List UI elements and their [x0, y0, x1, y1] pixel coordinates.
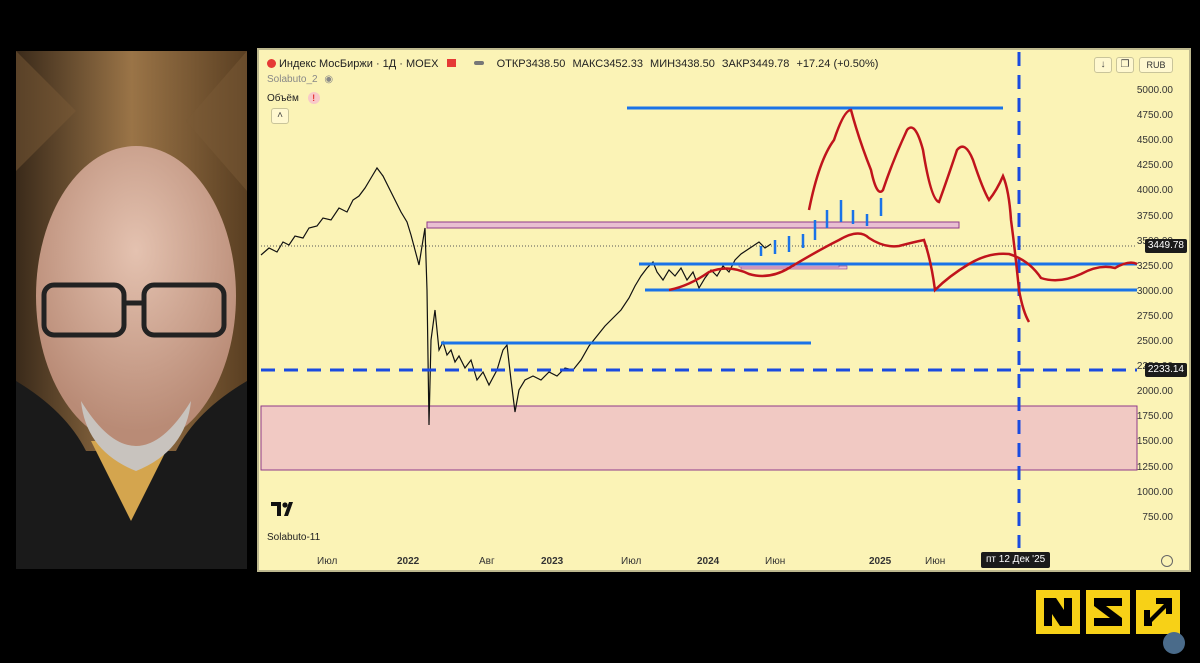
- warning-icon[interactable]: !: [307, 92, 320, 104]
- tradingview-logo-icon: [271, 502, 293, 516]
- price-axis-tick: 3250.00: [1136, 260, 1173, 272]
- price-axis-tick: 4000.00: [1136, 185, 1173, 197]
- tradingview-logo: [271, 502, 297, 519]
- logo-arrow-icon: [1136, 590, 1180, 634]
- ohlc-high: МАКС3452.33: [572, 58, 643, 70]
- time-axis-tick: Июл: [317, 556, 338, 567]
- ohlc-change: +17.24 (+0.50%): [796, 58, 879, 70]
- price-axis-tick: 1000.00: [1136, 486, 1173, 498]
- time-axis-tick: Июн: [765, 556, 786, 567]
- fullscreen-icon: ❐: [1120, 59, 1130, 70]
- download-icon: ↓: [1100, 59, 1106, 70]
- time-axis-tick: 2025: [869, 556, 892, 567]
- price-axis-tick: 4500.00: [1136, 135, 1173, 147]
- price-axis-tick: 2000.00: [1136, 386, 1173, 398]
- time-axis-tick: Авг: [479, 556, 495, 567]
- ohlc-open: ОТКР3438.50: [496, 58, 566, 70]
- support-zone: [260, 405, 1138, 471]
- price-axis-tick: 1500.00: [1136, 436, 1173, 448]
- price-axis-tick: 2500.00: [1136, 336, 1173, 347]
- current-price-tag: 3449.78: [1144, 239, 1187, 253]
- logo-letter-s: [1086, 590, 1130, 634]
- indicator-solabuto-2[interactable]: Solabuto_2 ◉: [267, 74, 333, 85]
- collapse-indicators-button[interactable]: ˄: [271, 108, 289, 124]
- price-axis-tick: 3000.00: [1136, 285, 1173, 297]
- time-axis-tick: Июл: [621, 556, 642, 567]
- price-axis-tick: 2750.00: [1136, 310, 1173, 322]
- indicator-volume[interactable]: Объём !: [267, 92, 320, 104]
- price-axis-tick: 750.00: [1142, 511, 1173, 523]
- symbol-title: Индекс МосБиржи · 1Д · MOEX: [279, 58, 439, 70]
- symbol-header[interactable]: Индекс МосБиржи · 1Д · MOEX ОТКР3438.50 …: [267, 58, 878, 70]
- resistance-band: [426, 221, 960, 229]
- time-axis-tick: 2023: [541, 556, 564, 567]
- price-axis-tick: 4750.00: [1136, 110, 1173, 122]
- minus-icon[interactable]: [473, 61, 484, 65]
- price-series-line: [260, 166, 772, 426]
- time-axis-tick: Июн: [925, 556, 946, 567]
- price-chart-canvas[interactable]: [259, 50, 1189, 570]
- price-axis-tick: 1250.00: [1136, 461, 1173, 473]
- price-axis-tick: 4250.00: [1136, 160, 1173, 172]
- price-axis-tick: 5000.00: [1136, 85, 1173, 96]
- symbol-logo-icon: [267, 59, 276, 68]
- time-axis-tick: 2022: [397, 556, 420, 567]
- channel-avatar: [1163, 632, 1185, 654]
- line-price-tag: 2233.14: [1144, 363, 1187, 377]
- fullscreen-button[interactable]: ❐: [1116, 57, 1134, 73]
- crosshair-date-value: пт 12 Дек '25: [986, 554, 1046, 565]
- currency-select[interactable]: RUB: [1139, 57, 1173, 73]
- logo-letter-n: [1036, 590, 1080, 634]
- red-forecast-upper: [807, 108, 1031, 323]
- settings-gear-icon[interactable]: [1161, 555, 1173, 567]
- current-price-value: 3449.78: [1147, 240, 1184, 251]
- price-axis-tick: 1750.00: [1136, 411, 1173, 423]
- webcam-video: [16, 51, 247, 569]
- indicator-solabuto-11[interactable]: Solabuto-11: [267, 532, 320, 543]
- indicator-volume-label: Объём: [267, 93, 299, 104]
- eye-icon[interactable]: ◉: [324, 74, 334, 85]
- currency-label: RUB: [1146, 60, 1166, 70]
- price-axis-tick: 3750.00: [1136, 210, 1173, 222]
- ohlc-close: ЗАКР3449.78: [721, 58, 790, 70]
- crosshair-date-tag: пт 12 Дек '25: [981, 552, 1051, 568]
- chevron-up-icon: ˄: [277, 110, 283, 121]
- time-axis-tick: 2024: [697, 556, 720, 567]
- download-button[interactable]: ↓: [1094, 57, 1112, 73]
- indicator-solabuto-11-label: Solabuto-11: [267, 532, 321, 543]
- ohlc-low: МИН3438.50: [650, 58, 715, 70]
- nsa-brand-logo: [1036, 590, 1184, 636]
- indicator-solabuto-2-label: Solabuto_2: [267, 74, 318, 85]
- line-price-value: 2233.14: [1147, 364, 1184, 375]
- red-forecast-lower: [668, 232, 1138, 293]
- red-flag-icon[interactable]: [447, 59, 457, 67]
- trading-chart-panel[interactable]: Индекс МосБиржи · 1Д · MOEX ОТКР3438.50 …: [257, 48, 1191, 572]
